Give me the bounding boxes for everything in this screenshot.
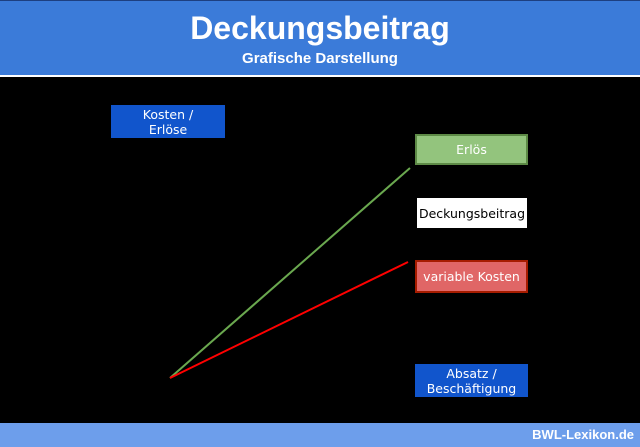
revenue-line <box>169 167 411 379</box>
page-subtitle: Grafische Darstellung <box>242 50 398 67</box>
x-axis-label: Absatz / Beschäftigung <box>415 364 528 397</box>
variable-costs-label: variable Kosten <box>415 260 528 293</box>
margin-label: Deckungsbeitrag <box>417 198 527 228</box>
x-axis-label-text: Absatz / Beschäftigung <box>426 365 517 396</box>
page-title: Deckungsbeitrag <box>190 10 450 46</box>
footer-bar: BWL-Lexikon.de <box>0 423 640 447</box>
revenue-label: Erlös <box>415 134 528 165</box>
y-axis-label: Kosten / Erlöse <box>111 105 225 138</box>
header-banner: Deckungsbeitrag Grafische Darstellung <box>0 0 640 77</box>
y-axis-label-text: Kosten / Erlöse <box>142 106 194 137</box>
variable-cost-line <box>169 261 409 379</box>
brand-text: BWL-Lexikon.de <box>532 427 634 442</box>
